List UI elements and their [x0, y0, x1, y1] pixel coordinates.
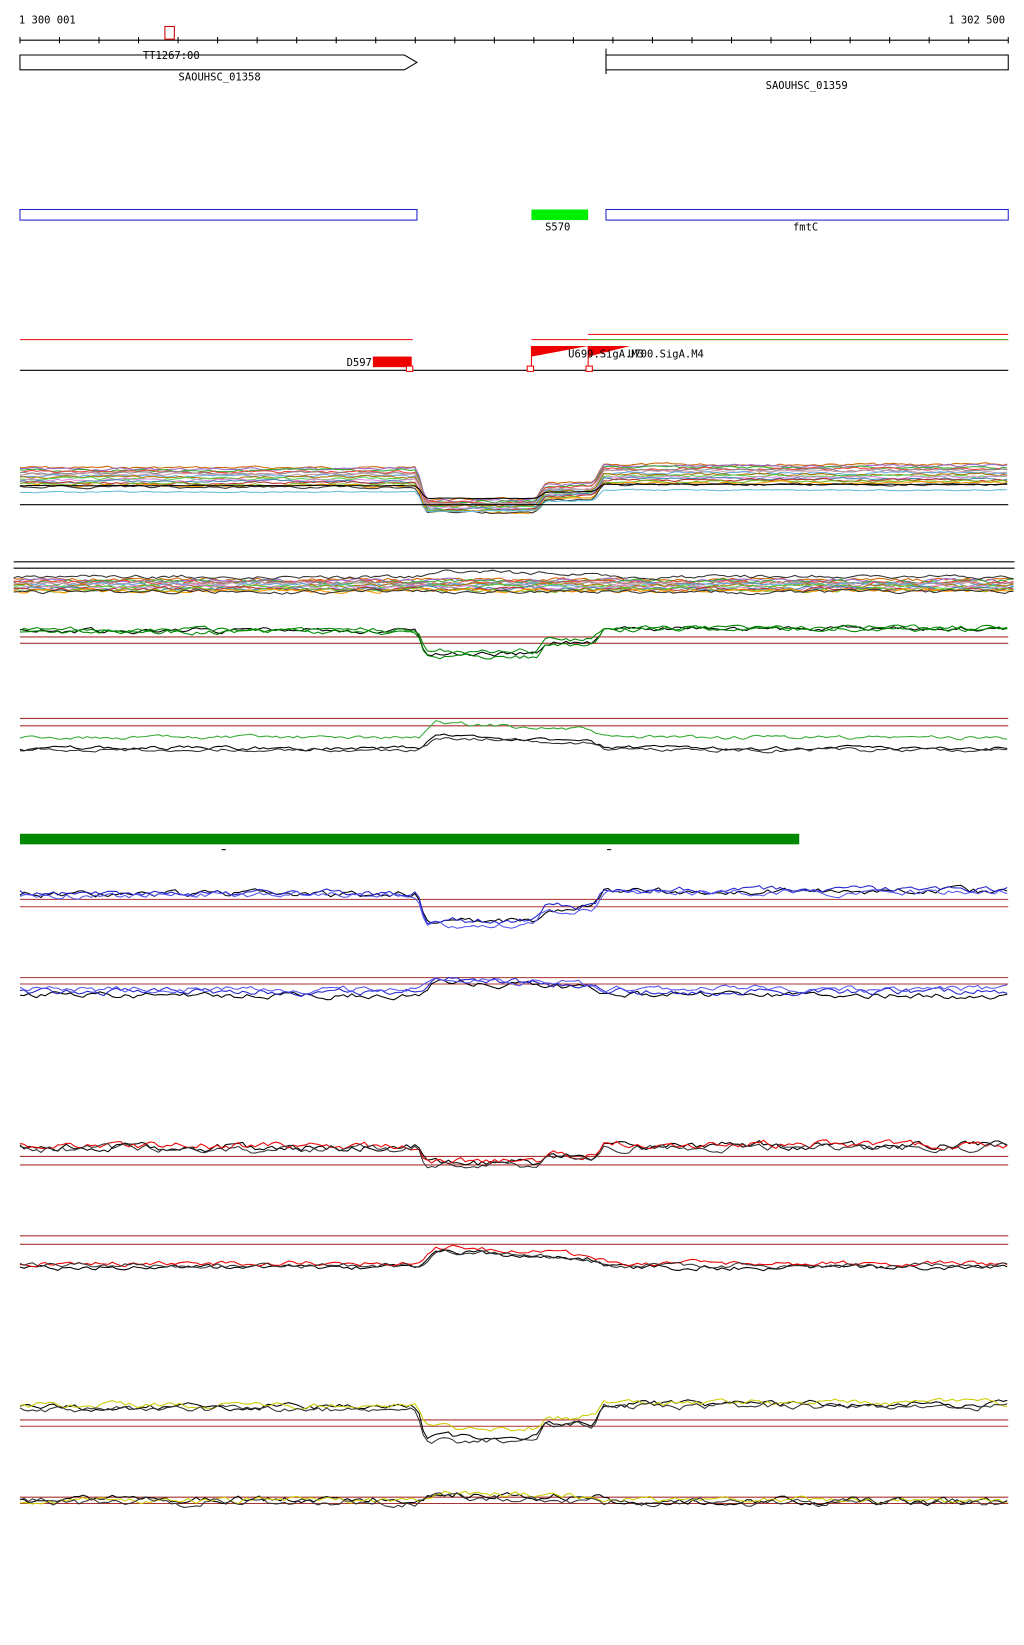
profile-line	[19, 624, 1008, 657]
profile-line	[19, 1142, 1008, 1169]
tss-tick	[585, 365, 593, 372]
profile-line	[19, 488, 1008, 513]
profile-line	[19, 477, 1008, 512]
profile-line	[19, 469, 1008, 507]
profile-line	[19, 720, 1008, 741]
tss-tick	[405, 365, 414, 372]
marker-box	[164, 25, 175, 40]
profile-line	[19, 1401, 1008, 1445]
tss-label: U700.SigA.M4	[628, 349, 704, 361]
profile-line	[19, 625, 1008, 660]
tss-wedge	[588, 345, 631, 357]
tss-label: D597	[347, 357, 372, 369]
profile-line	[19, 885, 1008, 925]
gene-label: SAOUHSC_01359	[766, 80, 848, 92]
profile-line	[19, 1249, 1008, 1272]
profile-line	[19, 884, 1008, 924]
gene-arrow	[19, 54, 418, 71]
profile-line	[13, 585, 1014, 593]
cds-label: fmtC	[793, 222, 818, 234]
profile-line	[19, 473, 1008, 510]
profile-line	[19, 1248, 1008, 1270]
srna-label: S570	[545, 222, 570, 234]
profile-line	[19, 1140, 1008, 1166]
profile-line	[19, 480, 1008, 515]
ruler-end: 1 302 500	[948, 14, 1005, 26]
profile-line	[13, 583, 1014, 590]
cds-box	[19, 208, 418, 221]
expression-tracks	[13, 462, 1015, 1508]
ruler-start: 1 300 001	[19, 14, 76, 26]
profile-line	[19, 463, 1008, 503]
gene-label: SAOUHSC_01358	[179, 71, 261, 83]
profile-line	[13, 569, 1014, 581]
profile-line	[19, 977, 1008, 995]
profile-line	[19, 979, 1008, 1001]
tss-box	[372, 356, 412, 368]
profile-line	[19, 483, 1008, 500]
tss-tick	[526, 365, 535, 372]
gene-box	[605, 54, 1009, 71]
region-bar	[19, 833, 800, 845]
profile-line	[19, 733, 1008, 752]
profile-line	[19, 1490, 1008, 1506]
srna-box	[531, 209, 589, 221]
profile-line	[19, 737, 1008, 754]
profile-line	[19, 976, 1008, 997]
cds-box	[605, 208, 1009, 221]
tss-label: U699.SigA.M3	[568, 349, 644, 361]
tss-wedge	[531, 345, 589, 357]
profile-line	[19, 1397, 1008, 1432]
profile-line	[19, 888, 1008, 929]
profile-line	[19, 624, 1008, 655]
ruler-ticks	[19, 37, 1009, 44]
marker-label: TT1267:00	[143, 50, 200, 62]
profile-line	[19, 1244, 1008, 1268]
profile-line	[19, 1139, 1008, 1165]
profile-line	[13, 588, 1014, 596]
profile-line	[19, 1492, 1008, 1508]
